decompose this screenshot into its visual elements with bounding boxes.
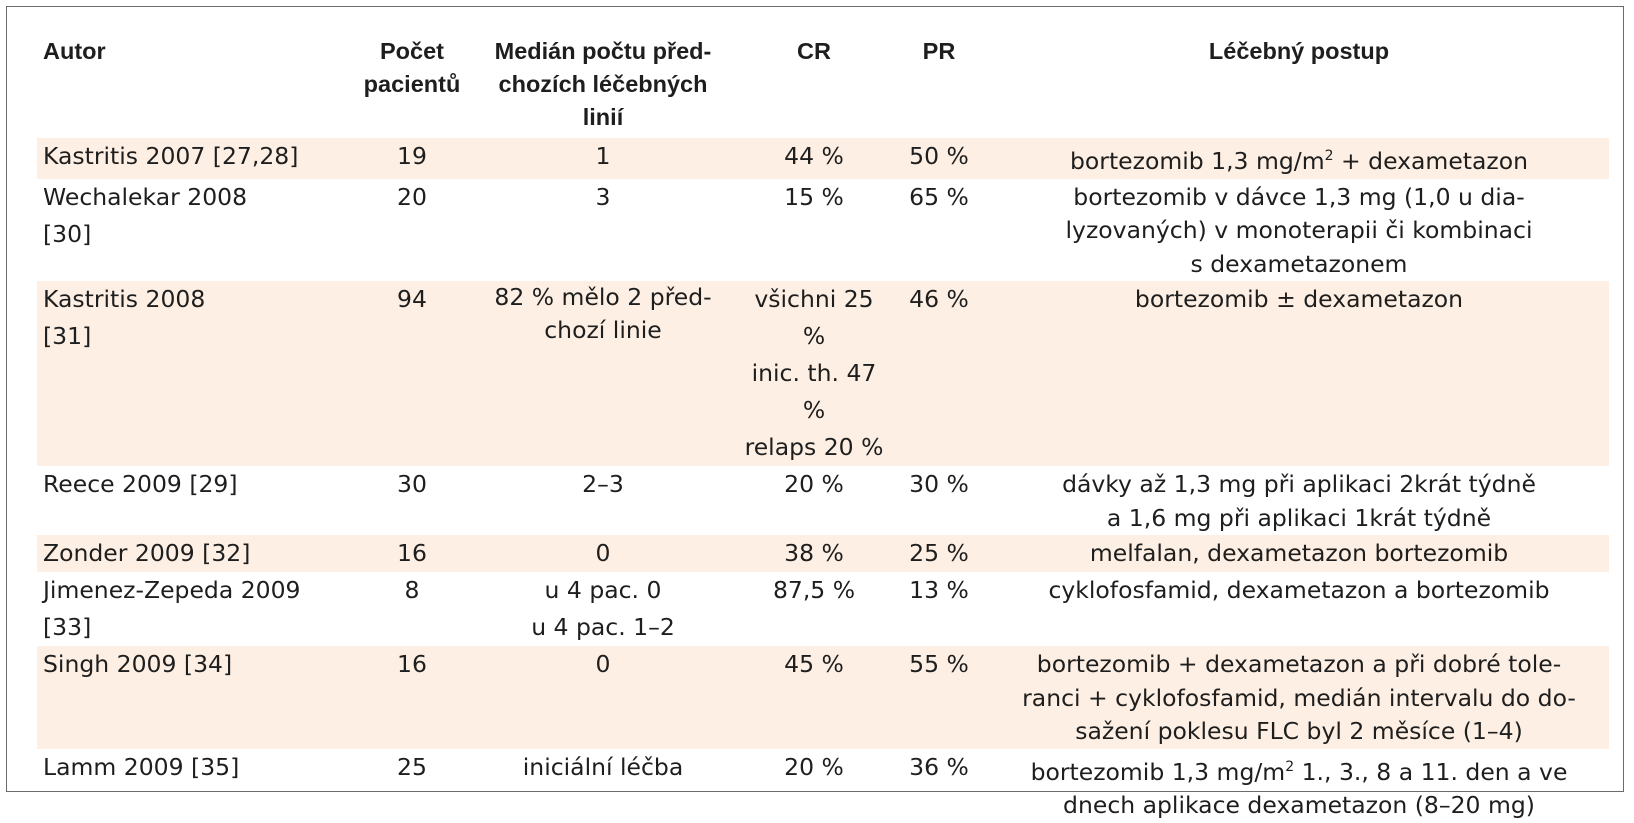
header-postup: Léčebný postup — [1208, 38, 1390, 64]
header-pocet: Počet pacientů — [363, 38, 461, 97]
header-row: Autor Počet pacientů Medián počtu před-ch… — [37, 25, 1609, 138]
cell-median: 1 — [467, 138, 739, 179]
cell-postup: bortezomib 1,3 mg/m2 1., 3., 8 a 11. den… — [1030, 757, 1568, 820]
cell-pr: 46 % — [889, 281, 989, 466]
treatment-table: Autor Počet pacientů Medián počtu před-ch… — [37, 25, 1609, 823]
cell-median: 82 % mělo 2 před-chozí linie — [467, 281, 739, 466]
cell-cr: 87,5 % — [772, 576, 856, 604]
cell-median: 2–3 — [582, 470, 624, 498]
cell-pocet: 25 — [397, 752, 427, 781]
cell-cr: všichni 25 % inic. th. 47 % relaps 20 % — [739, 281, 889, 466]
cell-pr: 25 % — [889, 535, 989, 572]
cell-median: 0 — [467, 535, 739, 572]
cell-autor: Kastritis 2008 [31] — [37, 281, 357, 466]
cell-pocet: 16 — [357, 535, 467, 572]
cell-pr: 50 % — [889, 138, 989, 179]
cell-cr: 15 % — [784, 182, 844, 211]
cell-pr: 55 % — [889, 646, 989, 749]
cell-cr: 20 % — [784, 752, 844, 781]
header-autor: Autor — [43, 38, 106, 64]
table-row: Kastritis 2007 [27,28] 19 1 44 % 50 % bo… — [37, 138, 1609, 179]
cell-postup: cyklofosfamid, dexametazon a bortezomib — [1048, 576, 1550, 604]
cell-cr: 44 % — [739, 138, 889, 179]
cell-autor: Singh 2009 [34] — [37, 646, 357, 749]
cell-cr: 20 % — [784, 470, 844, 498]
cell-autor: Lamm 2009 [35] — [43, 752, 240, 781]
header-median: Medián počtu před-chozích léčebných linií — [494, 38, 712, 130]
cell-pocet: 30 — [397, 470, 427, 498]
table-row: Lamm 2009 [35] 25 iniciální léčba 20 % 3… — [37, 749, 1609, 823]
cell-pocet: 16 — [357, 646, 467, 749]
cell-pr: 13 % — [909, 576, 969, 604]
header-pr: PR — [922, 38, 956, 64]
table-row: Kastritis 2008 [31] 94 82 % mělo 2 před-c… — [37, 281, 1609, 466]
table-frame: Autor Počet pacientů Medián počtu před-ch… — [6, 6, 1624, 819]
header-cr: CR — [797, 38, 831, 64]
cell-cr: 38 % — [739, 535, 889, 572]
cell-pocet: 94 — [357, 281, 467, 466]
cell-pr: 30 % — [909, 470, 969, 498]
cell-pocet: 19 — [357, 138, 467, 179]
table-row: Singh 2009 [34] 16 0 45 % 55 % bortezomi… — [37, 646, 1609, 749]
table-row: Zonder 2009 [32] 16 0 38 % 25 % melfalan… — [37, 535, 1609, 572]
table-row: Reece 2009 [29] 30 2–3 20 % 30 % dávky a… — [37, 466, 1609, 535]
cell-autor: Jimenez-Zepeda 2009 [33] — [43, 576, 301, 641]
cell-pocet: 20 — [397, 182, 427, 211]
cell-pr: 65 % — [909, 182, 969, 211]
cell-postup: dávky až 1,3 mg při aplikaci 2krát týdně… — [1062, 470, 1536, 532]
cell-postup: bortezomib ± dexametazon — [989, 281, 1609, 466]
cell-postup: melfalan, dexametazon bortezomib — [989, 535, 1609, 572]
cell-postup: bortezomib v dávce 1,3 mg (1,0 u dia-lyz… — [1065, 182, 1533, 278]
cell-pocet: 8 — [404, 576, 420, 604]
cell-median: iniciální léčba — [522, 752, 684, 781]
cell-postup: bortezomib + dexametazon a při dobré tol… — [989, 646, 1609, 749]
cell-autor: Wechalekar 2008 [30] — [43, 182, 248, 248]
cell-median: 3 — [595, 182, 611, 211]
cell-median: 0 — [467, 646, 739, 749]
cell-autor: Reece 2009 [29] — [43, 470, 238, 498]
cell-postup: bortezomib 1,3 mg/m2 + dexametazon — [989, 138, 1609, 179]
cell-autor: Zonder 2009 [32] — [37, 535, 357, 572]
table-row: Wechalekar 2008 [30] 20 3 15 % 65 % borte… — [37, 179, 1609, 282]
cell-cr: 45 % — [739, 646, 889, 749]
cell-pr: 36 % — [909, 752, 969, 781]
cell-autor: Kastritis 2007 [27,28] — [37, 138, 357, 179]
